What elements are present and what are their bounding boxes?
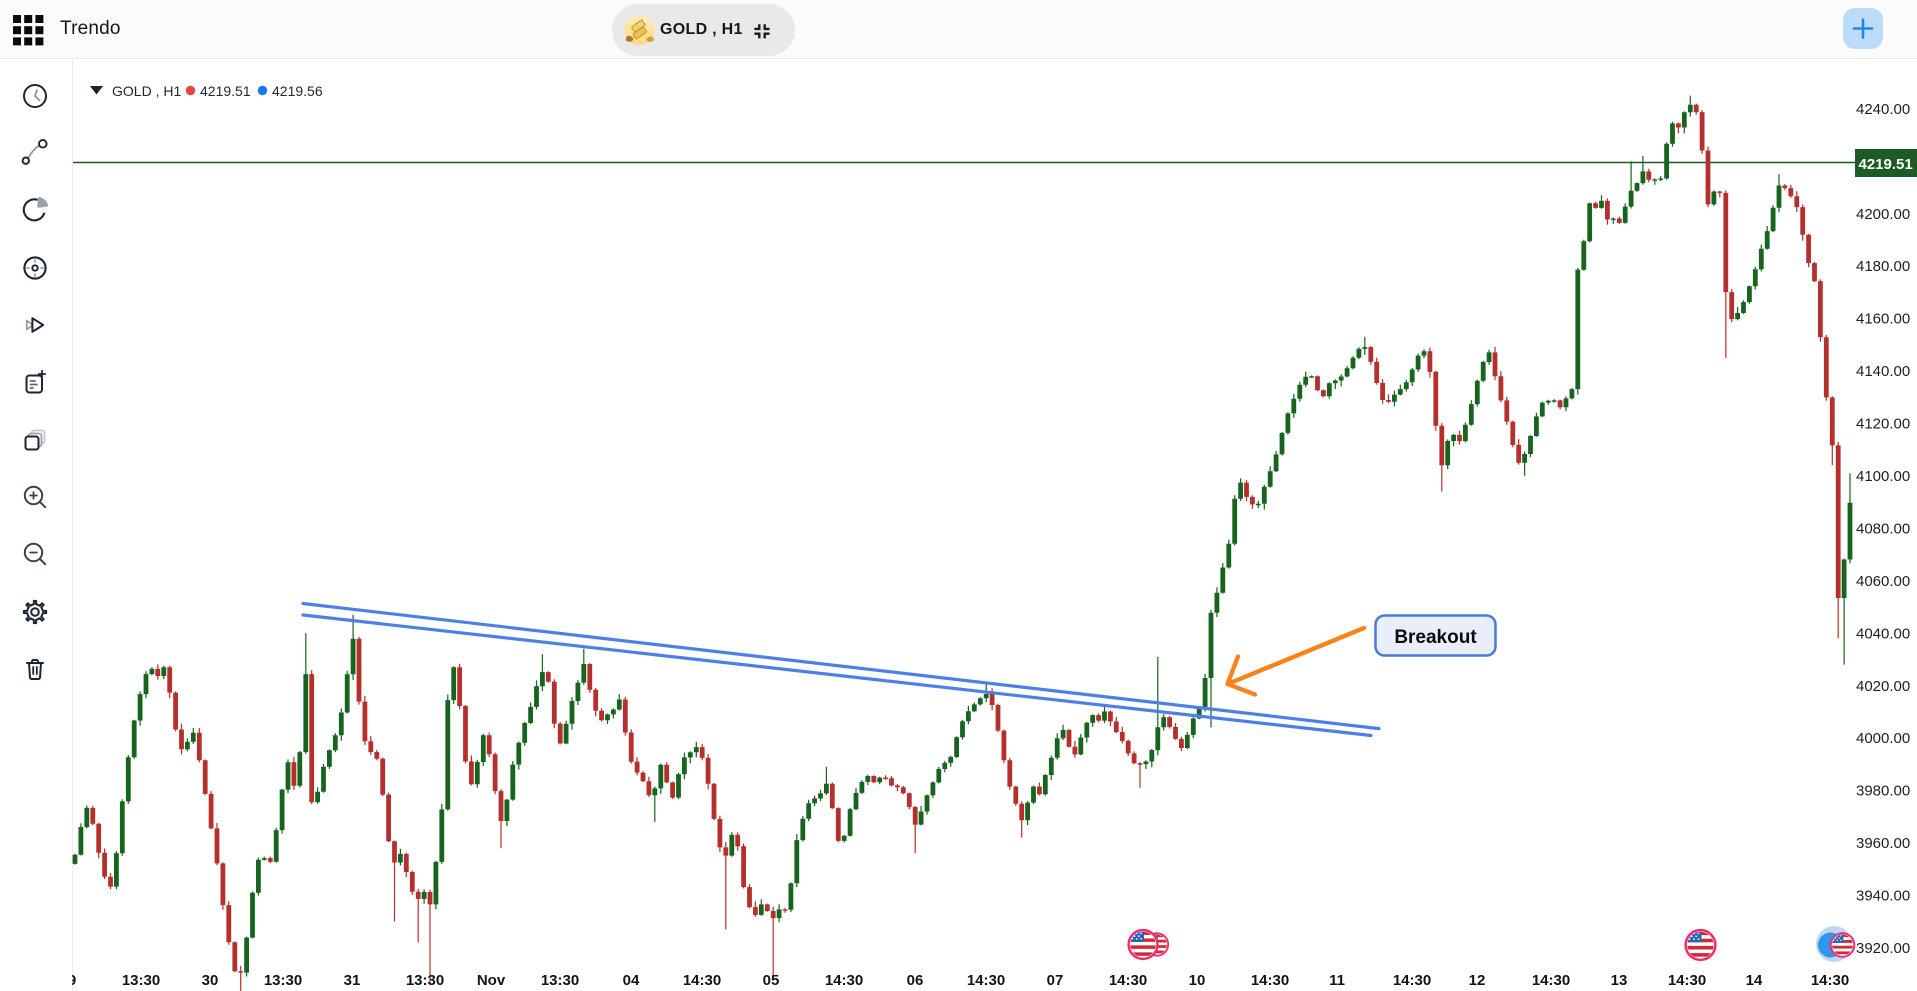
svg-text:13:30: 13:30 — [264, 972, 302, 989]
svg-text:3960.00: 3960.00 — [1856, 835, 1910, 852]
svg-text:31: 31 — [344, 972, 361, 989]
svg-text:4020.00: 4020.00 — [1856, 678, 1910, 695]
svg-text:4219.51: 4219.51 — [200, 83, 251, 99]
svg-text:14:30: 14:30 — [1251, 972, 1289, 989]
svg-text:07: 07 — [1047, 972, 1064, 989]
svg-text:4240.00: 4240.00 — [1856, 101, 1910, 118]
svg-text:13: 13 — [1611, 972, 1628, 989]
svg-text:14:30: 14:30 — [1393, 972, 1431, 989]
svg-text:GOLD , H1: GOLD , H1 — [112, 83, 181, 99]
svg-text:13:30: 13:30 — [541, 972, 579, 989]
svg-text:14:30: 14:30 — [1109, 972, 1147, 989]
svg-text:14: 14 — [1746, 972, 1763, 989]
svg-text:04: 04 — [623, 972, 640, 989]
svg-text:14:30: 14:30 — [1668, 972, 1706, 989]
svg-text:3940.00: 3940.00 — [1856, 888, 1910, 905]
svg-text:14:30: 14:30 — [1532, 972, 1570, 989]
svg-text:4219.51: 4219.51 — [1859, 156, 1913, 173]
svg-text:4140.00: 4140.00 — [1856, 363, 1910, 380]
svg-text:10: 10 — [1189, 972, 1206, 989]
svg-text:14:30: 14:30 — [1811, 972, 1849, 989]
svg-text:4080.00: 4080.00 — [1856, 520, 1910, 537]
svg-text:4120.00: 4120.00 — [1856, 416, 1910, 433]
svg-text:3920.00: 3920.00 — [1856, 940, 1910, 957]
svg-text:Breakout: Breakout — [1394, 627, 1477, 648]
svg-text:4060.00: 4060.00 — [1856, 573, 1910, 590]
svg-text:14:30: 14:30 — [683, 972, 721, 989]
svg-text:14:30: 14:30 — [825, 972, 863, 989]
svg-text:4219.56: 4219.56 — [272, 83, 323, 99]
svg-text:4100.00: 4100.00 — [1856, 468, 1910, 485]
svg-text:11: 11 — [1329, 972, 1345, 989]
svg-text:4160.00: 4160.00 — [1856, 311, 1910, 328]
svg-text:14:30: 14:30 — [967, 972, 1005, 989]
svg-text:13:30: 13:30 — [122, 972, 160, 989]
svg-text:13:30: 13:30 — [406, 972, 444, 989]
svg-text:12: 12 — [1469, 972, 1486, 989]
svg-text:4000.00: 4000.00 — [1856, 730, 1910, 747]
svg-text:4040.00: 4040.00 — [1856, 625, 1910, 642]
svg-text:Nov: Nov — [477, 972, 506, 989]
svg-text:9: 9 — [72, 972, 76, 989]
svg-text:4200.00: 4200.00 — [1856, 206, 1910, 223]
svg-text:06: 06 — [907, 972, 924, 989]
svg-text:4180.00: 4180.00 — [1856, 258, 1910, 275]
svg-text:05: 05 — [763, 972, 780, 989]
svg-text:30: 30 — [202, 972, 219, 989]
svg-text:3980.00: 3980.00 — [1856, 783, 1910, 800]
